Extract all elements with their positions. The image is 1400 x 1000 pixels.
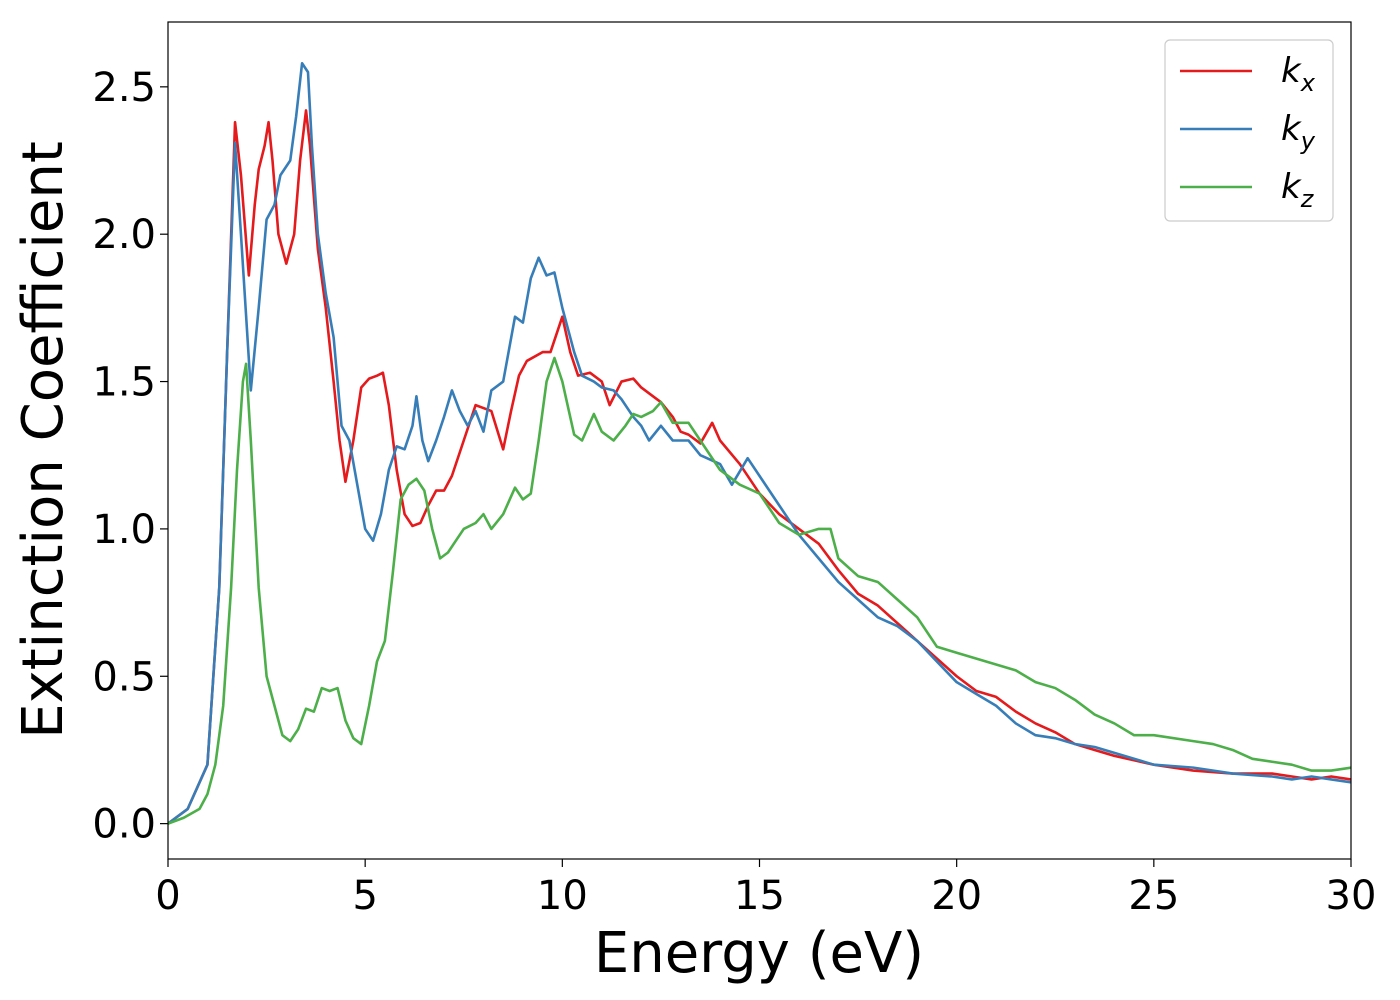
series-line-kz bbox=[168, 356, 1351, 825]
series-lines bbox=[168, 61, 1351, 825]
series-line-kx bbox=[168, 109, 1351, 825]
y-tick-label: 1.5 bbox=[92, 360, 156, 406]
y-tick-label: 2.0 bbox=[92, 212, 156, 258]
legend-box bbox=[1164, 39, 1334, 222]
x-tick-label: 0 bbox=[155, 873, 180, 919]
y-tick-label: 0.0 bbox=[92, 802, 156, 848]
legend-label-subscript: z bbox=[1300, 185, 1315, 213]
x-axis-ticks: 0 5 10 15 20 25 30 bbox=[155, 859, 1376, 919]
legend-label-ky: ky bbox=[1281, 109, 1316, 155]
x-tick-label: 10 bbox=[537, 873, 588, 919]
x-tick-label: 30 bbox=[1326, 873, 1377, 919]
x-tick-label: 5 bbox=[352, 873, 377, 919]
y-axis-ticks: 0.0 0.5 1.0 1.5 2.0 2.5 bbox=[92, 65, 168, 848]
legend-label-kz: kz bbox=[1281, 167, 1315, 213]
x-tick-label: 15 bbox=[734, 873, 785, 919]
y-axis-title: Extinction Coefficient bbox=[11, 141, 76, 739]
y-tick-label: 2.5 bbox=[92, 65, 156, 111]
x-tick-label: 25 bbox=[1128, 873, 1179, 919]
legend-label-main: k bbox=[1281, 109, 1302, 149]
x-axis-title: Energy (eV) bbox=[594, 921, 924, 986]
legend-label-subscript: x bbox=[1300, 69, 1316, 97]
legend-label-main: k bbox=[1281, 51, 1302, 91]
x-tick-label: 20 bbox=[931, 873, 982, 919]
y-tick-label: 1.0 bbox=[92, 507, 156, 553]
y-tick-label: 0.5 bbox=[92, 654, 156, 700]
legend-label-subscript: y bbox=[1300, 127, 1316, 155]
legend-label-kx: kx bbox=[1281, 51, 1316, 97]
series-line-ky bbox=[168, 61, 1351, 825]
legend-label-main: k bbox=[1281, 167, 1302, 207]
